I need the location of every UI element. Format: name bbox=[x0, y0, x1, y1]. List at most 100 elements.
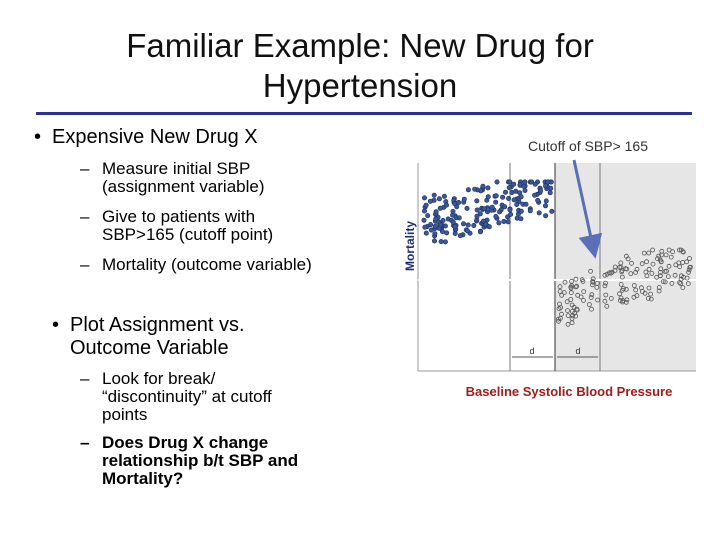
treated-point bbox=[425, 213, 431, 219]
control-point bbox=[642, 290, 648, 296]
sub-does-drug-change: – Does Drug X change relationship b/t SB… bbox=[80, 433, 299, 488]
treated-point bbox=[452, 223, 458, 229]
sub-line: Measure initial SBP bbox=[102, 159, 251, 178]
dash: – bbox=[80, 207, 90, 226]
control-point bbox=[688, 264, 693, 270]
control-point bbox=[645, 295, 651, 301]
control-point bbox=[618, 281, 624, 287]
control-point bbox=[639, 261, 645, 267]
control-point bbox=[604, 303, 610, 309]
control-point bbox=[677, 264, 683, 270]
control-point bbox=[668, 254, 674, 260]
control-point bbox=[634, 293, 640, 299]
control-point bbox=[619, 268, 625, 273]
treated-point bbox=[427, 198, 433, 204]
treated-point bbox=[464, 205, 470, 211]
treated-point bbox=[542, 183, 548, 189]
treated-point bbox=[501, 219, 507, 225]
control-point bbox=[678, 281, 684, 286]
control-point bbox=[568, 290, 574, 296]
control-point bbox=[685, 281, 691, 287]
treated-point bbox=[442, 239, 448, 245]
control-point bbox=[568, 285, 574, 291]
treated-point bbox=[465, 187, 471, 193]
sub-line: SBP>165 (cutoff point) bbox=[102, 225, 274, 244]
control-point bbox=[658, 259, 664, 265]
title-line-2: Hypertension bbox=[262, 67, 458, 104]
control-point bbox=[558, 305, 563, 311]
treated-point bbox=[527, 208, 533, 214]
x-axis-label: Baseline Systolic Blood Pressure bbox=[465, 384, 673, 399]
treated-point bbox=[440, 218, 446, 224]
control-point bbox=[656, 288, 662, 294]
treated-point bbox=[537, 188, 543, 194]
control-point bbox=[659, 248, 665, 254]
control-point bbox=[590, 276, 596, 282]
sub-line: (assignment variable) bbox=[102, 177, 265, 196]
sub-mortality: – Mortality (outcome variable) bbox=[80, 256, 312, 274]
treated-point bbox=[514, 202, 520, 208]
d-left-label: d bbox=[529, 346, 534, 356]
dash: – bbox=[80, 433, 90, 452]
control-point bbox=[629, 260, 634, 266]
treated-point bbox=[543, 213, 549, 219]
treated-point bbox=[438, 239, 444, 245]
treated-point bbox=[518, 208, 524, 214]
control-point bbox=[673, 262, 679, 268]
control-point bbox=[681, 274, 686, 280]
dash: – bbox=[80, 159, 90, 178]
control-point bbox=[595, 297, 600, 303]
treated-point bbox=[485, 185, 491, 191]
control-points bbox=[556, 247, 693, 327]
treated-point bbox=[433, 216, 439, 222]
control-point bbox=[569, 278, 574, 284]
treated-point bbox=[450, 219, 456, 225]
control-point bbox=[650, 261, 656, 267]
sub-line: relationship b/t SBP and bbox=[102, 451, 299, 470]
treated-point bbox=[485, 194, 491, 200]
control-point bbox=[633, 287, 639, 293]
control-point bbox=[686, 269, 691, 275]
control-point bbox=[561, 290, 567, 296]
control-point bbox=[559, 292, 565, 298]
sub-line: “discontinuity” at cutoff bbox=[102, 387, 272, 406]
treated-point bbox=[502, 189, 508, 195]
treated-point bbox=[496, 220, 502, 226]
control-point bbox=[603, 292, 609, 298]
control-point bbox=[680, 285, 686, 291]
control-point bbox=[588, 268, 593, 274]
control-point bbox=[573, 313, 579, 319]
control-point bbox=[602, 298, 608, 304]
control-point bbox=[680, 249, 686, 255]
control-point bbox=[604, 271, 610, 277]
control-point bbox=[562, 279, 568, 285]
control-point bbox=[648, 296, 654, 302]
control-point bbox=[660, 279, 666, 285]
control-point bbox=[558, 315, 563, 321]
control-point bbox=[686, 267, 692, 273]
control-point bbox=[594, 284, 600, 290]
bullet-expensive-drug: • Expensive New Drug X bbox=[34, 126, 258, 149]
dash: – bbox=[80, 369, 90, 388]
treated-point bbox=[477, 211, 483, 217]
control-point bbox=[662, 269, 668, 274]
treated-point bbox=[493, 193, 499, 199]
sub-give-patients: – Give to patients with SBP>165 (cutoff … bbox=[80, 208, 274, 244]
treated-point bbox=[431, 238, 437, 244]
treated-point bbox=[474, 207, 480, 213]
control-point bbox=[568, 297, 574, 302]
control-point bbox=[617, 264, 622, 270]
control-point bbox=[589, 306, 594, 312]
treated-point bbox=[442, 223, 448, 229]
control-point bbox=[649, 270, 655, 276]
sub-line: Does Drug X change bbox=[102, 433, 269, 452]
bullet-dot: • bbox=[52, 314, 60, 336]
treated-point bbox=[511, 197, 517, 203]
treated-point bbox=[500, 194, 506, 200]
treated-point bbox=[421, 217, 427, 223]
treated-point bbox=[522, 179, 528, 185]
control-point bbox=[590, 279, 596, 285]
treated-point bbox=[545, 179, 551, 185]
control-point bbox=[581, 297, 586, 303]
